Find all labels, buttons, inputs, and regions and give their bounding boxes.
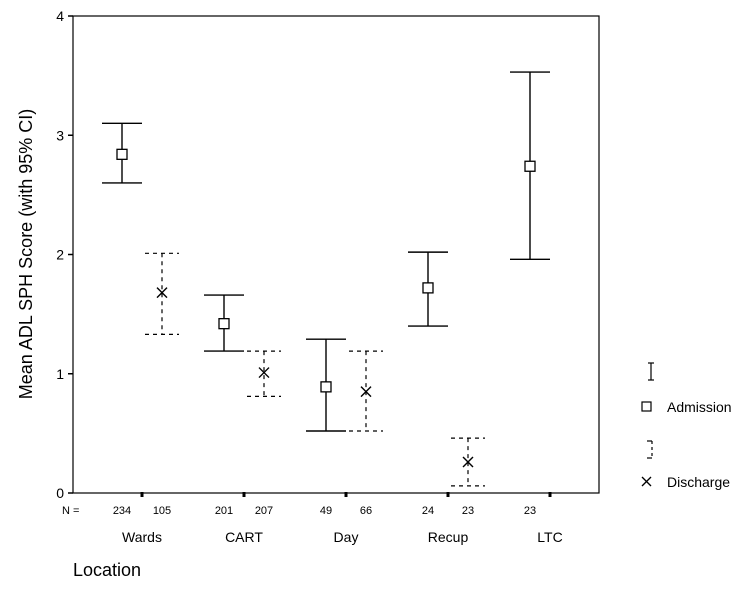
series-admission bbox=[102, 71, 550, 432]
y-tick-label: 0 bbox=[56, 485, 64, 501]
y-tick-label: 4 bbox=[56, 8, 64, 24]
x-axis-ticks bbox=[140, 492, 552, 497]
n-labels: N = 234 201 49 24 23 105 207 66 23 bbox=[62, 505, 536, 517]
legend-admission-errorbar-icon bbox=[648, 362, 654, 381]
category-label-ltc: LTC bbox=[537, 529, 562, 545]
mean-marker-admission-day bbox=[320, 381, 332, 393]
n-label-discharge-cart: 207 bbox=[255, 505, 273, 517]
n-label-admission-recup: 24 bbox=[422, 505, 434, 517]
category-labels: Wards CART Day Recup LTC bbox=[122, 529, 563, 545]
y-tick-label: 2 bbox=[56, 247, 64, 263]
n-label-admission-cart: 201 bbox=[215, 505, 233, 517]
mean-marker-discharge-day bbox=[360, 386, 372, 398]
n-label-discharge-recup: 23 bbox=[462, 505, 474, 517]
mean-marker-discharge-wards bbox=[156, 287, 168, 299]
category-label-recup: Recup bbox=[428, 529, 469, 545]
x-axis-label: Location bbox=[73, 560, 141, 580]
legend-admission-label: Admission bbox=[667, 399, 732, 415]
x-tick-mark bbox=[344, 492, 348, 497]
mean-marker-discharge-cart bbox=[258, 367, 270, 379]
mean-marker-admission-ltc bbox=[524, 160, 536, 172]
x-tick-mark bbox=[140, 492, 144, 497]
legend-discharge-errorbar-icon bbox=[647, 440, 653, 459]
y-axis-label: Mean ADL SPH Score (with 95% CI) bbox=[16, 109, 36, 399]
mean-marker-admission-cart bbox=[218, 318, 230, 330]
x-tick-mark bbox=[548, 492, 552, 497]
n-prefix: N = bbox=[62, 505, 79, 517]
y-tick-label: 3 bbox=[56, 127, 64, 143]
legend-discharge-label: Discharge bbox=[667, 474, 730, 490]
n-label-admission-day: 49 bbox=[320, 505, 332, 517]
x-tick-mark bbox=[446, 492, 450, 497]
category-label-wards: Wards bbox=[122, 529, 162, 545]
legend: Admission Discharge bbox=[641, 362, 732, 490]
series-discharge bbox=[145, 252, 485, 487]
n-label-admission-ltc: 23 bbox=[524, 505, 536, 517]
n-label-admission-wards: 234 bbox=[113, 505, 131, 517]
mean-marker-admission-wards bbox=[116, 148, 128, 160]
mean-marker-admission-recup bbox=[422, 282, 434, 294]
legend-admission-marker-icon bbox=[641, 401, 652, 412]
n-label-discharge-day: 66 bbox=[360, 505, 372, 517]
category-label-cart: CART bbox=[225, 529, 263, 545]
category-label-day: Day bbox=[334, 529, 359, 545]
x-tick-mark bbox=[242, 492, 246, 497]
mean-marker-discharge-recup bbox=[462, 456, 474, 468]
n-label-discharge-wards: 105 bbox=[153, 505, 171, 517]
y-tick-label: 1 bbox=[56, 366, 64, 382]
y-axis-ticks: 0 1 2 3 4 bbox=[56, 8, 73, 501]
legend-discharge-marker-icon bbox=[641, 476, 652, 487]
plot-frame bbox=[72, 15, 600, 494]
